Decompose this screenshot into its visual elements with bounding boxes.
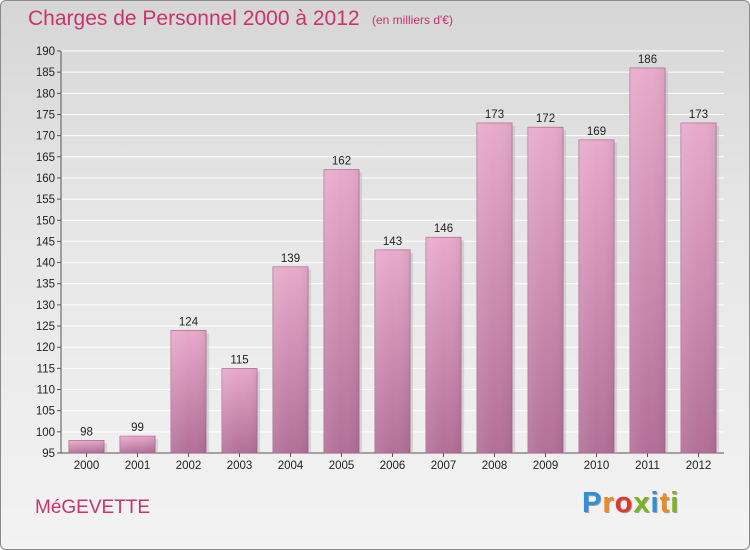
y-tick-label: 95 [42,448,55,460]
bar-layer: 98 99 124 115 139 162 143 146 173 172 169 186 173 [68,54,720,454]
logo-letter: x [633,487,651,519]
data-label: 146 [434,223,453,235]
data-label: 124 [179,316,199,328]
data-label: 162 [332,155,351,167]
y-tick-label: 170 [36,131,55,143]
bar-sheen [680,122,717,454]
y-tick-label: 180 [36,88,55,100]
y-tick-label: 175 [36,109,55,121]
proxiti-logo: Proxiti [582,487,679,520]
data-label: 169 [587,126,606,138]
data-label: 99 [131,422,144,434]
logo-letter: t [659,487,671,519]
data-label: 115 [230,354,248,366]
x-tick-label: 2011 [635,460,660,472]
x-tick-label: 2001 [125,460,151,472]
x-tick-label: 2012 [686,460,712,472]
x-tick-label: 2002 [176,460,202,472]
x-tick-label: 2006 [380,460,406,472]
bar-sheen [374,249,411,453]
y-tick-label: 105 [36,406,55,418]
y-tick-label: 125 [36,321,55,333]
logo-letter: i [670,487,680,519]
bar-sheen [170,330,207,453]
y-tick-label: 160 [36,173,55,185]
bar-sheen [323,169,360,454]
data-label: 186 [638,54,657,66]
x-tick-label: 2003 [227,460,253,472]
bar-sheen [425,237,462,453]
bar-sheen [221,368,258,453]
bar-sheen [476,122,513,454]
bar-sheen [68,440,105,453]
logo-letter: r [602,487,615,519]
bar-sheen [119,436,156,453]
logo-letter: i [650,487,660,519]
x-tick-label: 2005 [329,460,355,472]
data-label: 172 [536,113,555,125]
x-tick-label: 2010 [584,460,610,472]
x-tick-label: 2008 [482,460,508,472]
bar-sheen [272,266,309,453]
y-tick-label: 115 [37,363,55,375]
logo-letter: o [614,487,634,519]
y-tick-label: 120 [36,342,55,354]
x-tick-label: 2004 [278,460,304,472]
y-tick-label: 190 [36,46,55,58]
y-tick-label: 150 [36,215,55,227]
y-tick-label: 145 [36,236,55,248]
bar-sheen [578,139,615,453]
data-label: 173 [689,109,708,121]
y-tick-label: 100 [36,427,55,439]
x-tick-label: 2009 [533,460,559,472]
data-label: 98 [80,426,93,438]
y-tick-label: 185 [36,67,55,79]
chart-title: Charges de Personnel 2000 à 2012 [28,7,360,30]
data-label: 139 [281,253,300,265]
y-tick-label: 155 [36,194,55,206]
data-label: 173 [485,109,504,121]
logo-letter: P [582,487,603,519]
y-tick-label: 165 [36,152,55,164]
commune-name: MéGEVETTE [35,497,151,518]
data-label: 143 [383,236,402,248]
y-tick-label: 130 [36,300,55,312]
y-tick-label: 135 [36,279,55,291]
chart-subtitle: (en milliers d'€) [372,13,453,27]
x-tick-label: 2007 [431,460,457,472]
x-tick-label: 2000 [74,460,100,472]
y-tick-label: 140 [36,258,55,270]
bar-sheen [629,67,666,453]
bar-sheen [527,127,564,453]
y-tick-label: 110 [37,385,55,397]
